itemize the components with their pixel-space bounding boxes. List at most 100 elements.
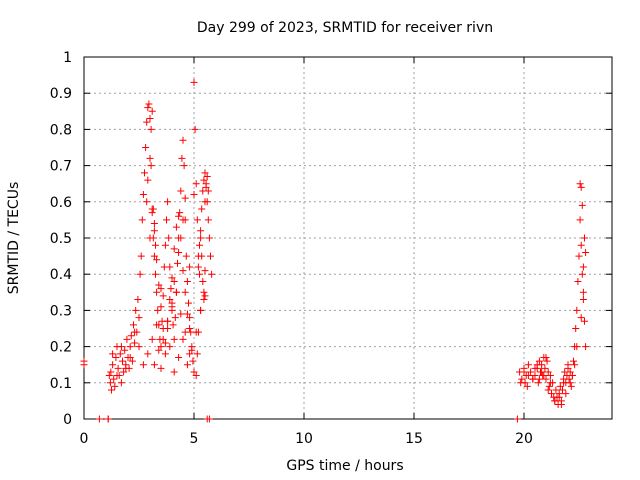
- data-point: [132, 306, 140, 314]
- data-point: [205, 415, 213, 423]
- data-point: [135, 343, 143, 351]
- data-point: [552, 386, 560, 394]
- data-point: [147, 162, 155, 170]
- data-point: [181, 328, 189, 336]
- data-points: [80, 78, 590, 423]
- data-point: [135, 314, 143, 322]
- data-point: [168, 274, 176, 282]
- data-point: [177, 310, 185, 318]
- data-point: [146, 115, 154, 123]
- data-point: [175, 353, 183, 361]
- data-point: [193, 216, 201, 224]
- data-point: [138, 216, 146, 224]
- data-point: [578, 270, 586, 278]
- data-point: [577, 183, 585, 191]
- data-point: [579, 263, 587, 271]
- data-point: [177, 234, 185, 242]
- data-point: [531, 372, 539, 380]
- x-tick-label: 5: [190, 431, 199, 447]
- data-point: [562, 390, 570, 398]
- data-point: [109, 361, 117, 369]
- data-point: [527, 368, 535, 376]
- data-point: [557, 401, 565, 409]
- x-tick-label: 10: [295, 431, 313, 447]
- data-point: [180, 162, 188, 170]
- data-point: [198, 205, 206, 213]
- data-point: [581, 317, 588, 325]
- data-point: [147, 125, 155, 133]
- data-point: [157, 285, 165, 293]
- grid-lines: [84, 57, 612, 419]
- data-point: [188, 346, 196, 354]
- data-point: [169, 321, 177, 329]
- y-tick-label: 0.3: [50, 303, 72, 319]
- data-point: [178, 154, 186, 162]
- data-point: [576, 180, 584, 188]
- data-point: [207, 252, 214, 260]
- data-point: [582, 248, 590, 256]
- data-point: [142, 144, 150, 151]
- data-point: [531, 364, 539, 372]
- data-point: [159, 335, 167, 343]
- data-point: [186, 314, 194, 322]
- data-point: [170, 277, 178, 285]
- data-point: [80, 361, 88, 369]
- data-point: [196, 241, 203, 249]
- data-point: [166, 296, 174, 304]
- y-axis-label: SRMTID / TECUs: [6, 182, 22, 295]
- data-point: [200, 288, 208, 296]
- data-point: [575, 252, 583, 260]
- data-point: [161, 350, 169, 358]
- data-point: [164, 198, 172, 206]
- data-point: [148, 107, 156, 115]
- data-point: [128, 357, 136, 365]
- data-point: [203, 172, 211, 180]
- x-tick-label: 0: [80, 431, 89, 447]
- data-point: [546, 372, 554, 380]
- data-point: [170, 245, 178, 253]
- data-point: [181, 288, 189, 296]
- data-point: [166, 263, 174, 271]
- data-point: [175, 248, 183, 256]
- data-point: [190, 78, 198, 86]
- axis-ticks: [83, 56, 612, 420]
- data-point: [113, 372, 121, 380]
- data-point: [126, 353, 134, 361]
- data-point: [121, 346, 129, 354]
- data-point: [107, 368, 115, 376]
- data-point: [154, 306, 162, 314]
- data-point: [518, 375, 526, 383]
- data-point: [545, 382, 553, 390]
- data-point: [153, 321, 161, 329]
- data-point: [117, 343, 125, 351]
- data-point: [186, 325, 194, 332]
- data-point: [197, 227, 205, 235]
- data-point: [201, 198, 209, 206]
- data-point: [568, 372, 576, 380]
- data-point: [183, 310, 191, 318]
- data-point: [179, 136, 187, 144]
- data-point: [145, 100, 153, 108]
- data-point: [164, 317, 172, 325]
- data-point: [204, 216, 212, 224]
- data-point: [143, 198, 151, 206]
- y-tick-label: 0.9: [50, 86, 72, 102]
- data-point: [170, 335, 178, 343]
- data-point: [179, 216, 187, 224]
- y-tick-label: 0.1: [50, 376, 72, 392]
- data-point: [131, 328, 139, 336]
- data-point: [110, 375, 118, 383]
- data-point: [165, 234, 173, 242]
- data-point: [176, 209, 184, 217]
- data-point: [190, 191, 198, 199]
- data-point: [161, 339, 169, 347]
- data-point: [143, 118, 151, 126]
- data-point: [159, 292, 167, 300]
- data-point: [520, 368, 528, 376]
- y-tick-label: 0.2: [50, 340, 72, 356]
- data-point: [551, 397, 559, 405]
- data-point: [150, 220, 158, 228]
- y-tick-label: 1: [63, 50, 72, 66]
- data-point: [108, 386, 115, 394]
